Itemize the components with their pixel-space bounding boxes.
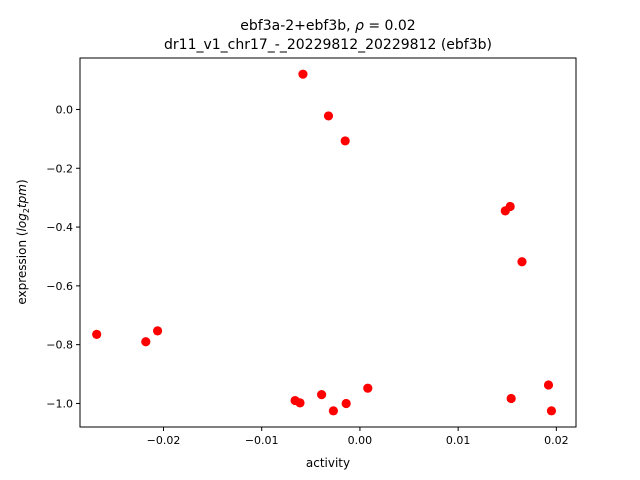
data-point-14 bbox=[363, 383, 373, 393]
data-point-2 bbox=[152, 326, 163, 336]
data-point-16 bbox=[543, 380, 554, 390]
data-point-0 bbox=[92, 329, 102, 339]
data-point-1 bbox=[141, 337, 151, 347]
chart-title-line1: ebf3a-2+ebf3b, ρ = 0.02 bbox=[240, 18, 415, 34]
data-point-3 bbox=[298, 69, 308, 79]
data-point-12 bbox=[328, 406, 339, 416]
data-point-17 bbox=[546, 406, 557, 416]
x-tick-label: 0.01 bbox=[446, 434, 471, 447]
plot-area bbox=[92, 69, 557, 416]
chart-title-line2: dr11_v1_chr17_-_20229812_20229812 (ebf3b… bbox=[164, 37, 492, 53]
data-point-7 bbox=[505, 201, 515, 212]
axes-frame bbox=[79, 57, 577, 428]
data-point-4 bbox=[323, 111, 334, 121]
data-point-11 bbox=[317, 390, 327, 400]
y-tick-label: −0.6 bbox=[46, 280, 73, 293]
data-point-15 bbox=[506, 393, 516, 404]
data-point-10 bbox=[295, 398, 305, 408]
data-point-5 bbox=[340, 136, 350, 146]
y-axis-label: expression (log2tpm) bbox=[15, 179, 31, 304]
y-tick-label: −0.2 bbox=[46, 162, 73, 175]
x-axis-label: activity bbox=[306, 456, 350, 470]
x-tick-label: −0.02 bbox=[147, 434, 181, 447]
x-axis-ticks: −0.02 −0.01 0.00 0.01 0.02 bbox=[147, 427, 569, 447]
y-tick-label: −0.8 bbox=[46, 339, 73, 352]
y-axis-ticks: 0.0 −0.2 −0.4 −0.6 −0.8 −1.0 bbox=[46, 103, 80, 410]
y-tick-label: −1.0 bbox=[46, 397, 73, 410]
x-tick-label: −0.01 bbox=[245, 434, 279, 447]
data-point-13 bbox=[341, 398, 351, 409]
x-tick-label: 0.00 bbox=[348, 434, 373, 447]
y-tick-label: −0.4 bbox=[46, 221, 73, 234]
x-tick-label: 0.02 bbox=[544, 434, 569, 447]
data-point-8 bbox=[517, 257, 527, 267]
y-tick-label: 0.0 bbox=[56, 103, 74, 116]
